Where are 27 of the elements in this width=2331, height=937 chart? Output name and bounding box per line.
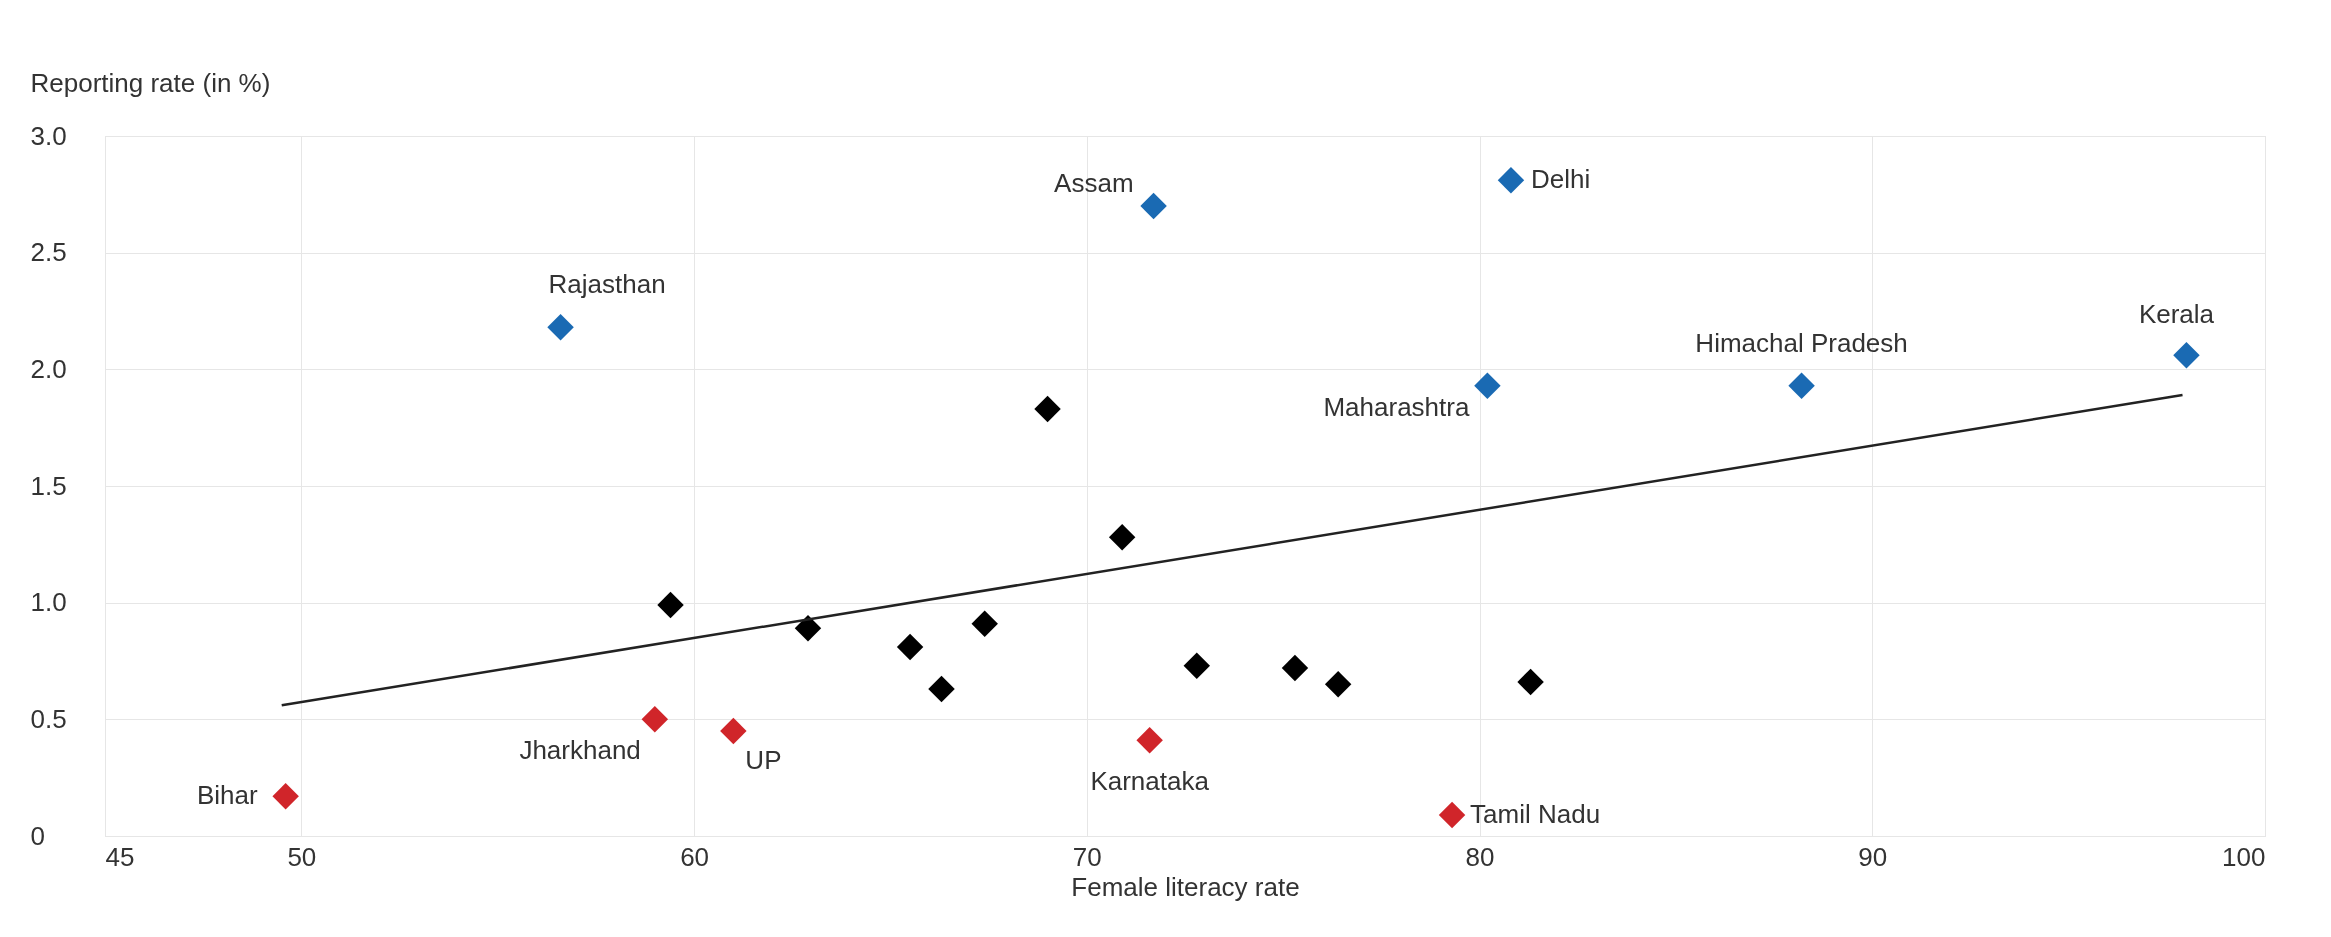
y-tick-label: 1.5 [30,470,67,501]
x-axis-title: Female literacy rate [1071,871,1300,902]
annotation: Karnataka [1090,766,1210,797]
y-tick-label: 3.0 [30,120,67,151]
y-tick-label: 2.0 [30,353,67,384]
x-tick-label: 50 [287,841,317,872]
annotation: Assam [1054,168,1134,198]
annotation: Rajasthan [548,269,666,300]
x-tick-label: 45 [105,841,135,872]
x-tick-label: 80 [1465,841,1495,872]
x-tick-label: 100 [2222,841,2266,872]
annotation: Maharashtra [1323,391,1470,422]
y-tick-label: 0 [30,820,45,851]
y-axis-title: Reporting rate (in %) [30,67,271,98]
annotation: Himachal Pradesh [1695,327,1908,358]
x-tick-label: 70 [1072,841,1102,872]
annotation: Tamil Nadu [1470,799,1601,829]
x-tick-label: 60 [680,841,710,872]
annotation: Jharkhand [519,735,641,766]
y-tick-label: 1.0 [30,587,67,618]
y-tick-label: 0.5 [30,703,67,734]
annotation: Kerala [2138,299,2215,330]
annotation: UP [745,745,782,775]
annotation: Bihar [196,780,258,811]
y-tick-label: 2.5 [30,237,67,268]
x-tick-label: 90 [1858,841,1888,872]
annotation: Delhi [1530,164,1591,195]
